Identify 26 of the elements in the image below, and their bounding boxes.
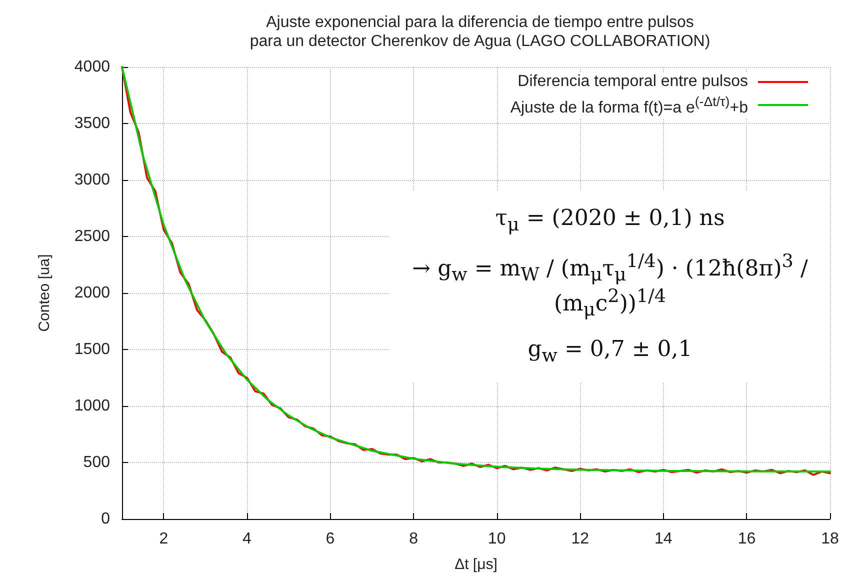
x-tick-label: 2: [159, 530, 168, 548]
annotation: τ$_{μ}$ = (2020 ± 0,1) ns: [494, 206, 726, 236]
y-axis-title: Conteo [ua]: [36, 254, 53, 332]
legend-label: Diferencia temporal entre pulsos: [518, 72, 748, 92]
chart-title: Ajuste exponencial para la diferencia de tiempo entre pulsos para un detector Cherenkov de Agua (LAGO COLLABORATION): [250, 14, 710, 50]
y-tick-label: 2000: [74, 284, 110, 302]
y-tick-label: 3500: [74, 115, 110, 132]
annotation: g$_{w}$ = 0,7 ± 0,1: [526, 336, 694, 366]
x-tick-label: 6: [326, 530, 335, 548]
legend-label: Ajuste de la forma f(t)=a e$^{(-Δt/τ)}$+b: [510, 93, 748, 118]
y-tick-label: 2500: [74, 228, 110, 245]
y-tick-label: 1000: [74, 398, 110, 414]
x-tick-label: 8: [409, 530, 418, 548]
x-tick-label: 10: [488, 530, 506, 548]
y-tick-label: 0: [101, 510, 110, 528]
x-tick-label: 14: [654, 530, 672, 548]
x-tick-label: 12: [571, 530, 590, 548]
x-axis-title: Δt [μs]: [454, 556, 498, 573]
x-tick-label: 18: [821, 530, 839, 548]
y-tick-label: 4000: [74, 58, 110, 76]
x-tick-label: 16: [738, 530, 756, 548]
y-tick-label: 3000: [74, 172, 110, 188]
y-tick-label: 1500: [74, 341, 110, 358]
x-tick-label: 4: [242, 530, 252, 548]
text: → g$_{w}$ = m$_{W}$ / (m$_{μ}$τ$_{μ}$$^{1/4}$) · (12ħ(8π)$^{3}$ / (m$_{μ}$c$^{2}$))$^{1/4}$: [412, 251, 808, 321]
y-tick-label: 500: [83, 454, 110, 471]
